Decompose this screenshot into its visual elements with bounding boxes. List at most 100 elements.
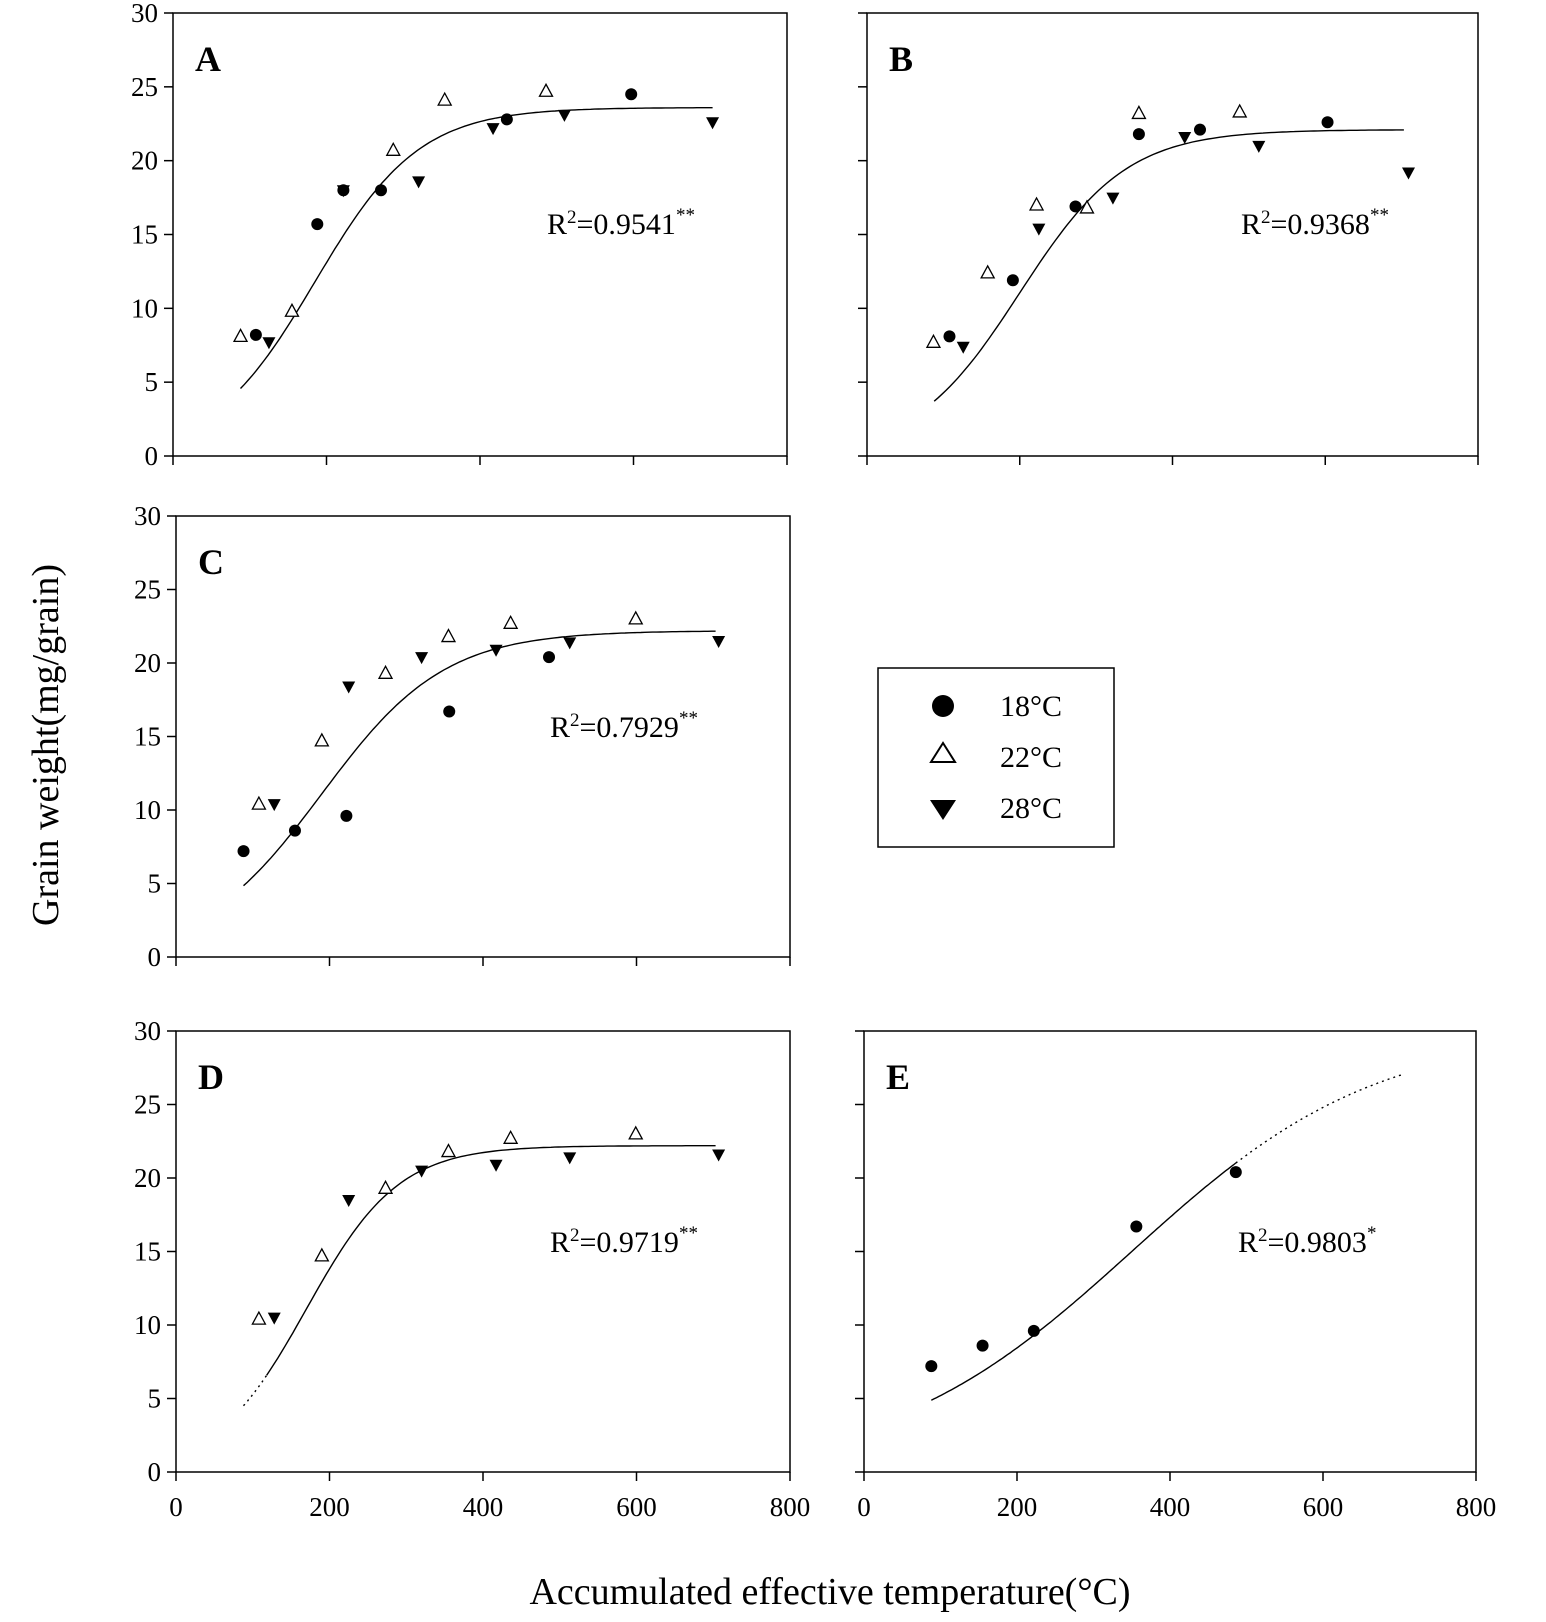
panel-d-letter: D: [198, 1057, 224, 1097]
panel-a-frame: [172, 12, 788, 457]
point-22-c: [314, 1247, 330, 1262]
point-22-c: [628, 1125, 644, 1140]
panel-b-frame: [866, 12, 1479, 457]
panel-d-r2: R2=0.9719**: [550, 1223, 698, 1259]
point-28-c: [342, 1195, 356, 1208]
point-28-c: [336, 185, 350, 198]
point-22-c: [440, 1143, 457, 1158]
point-28-c: [267, 799, 281, 812]
point-18-c: [237, 845, 250, 858]
y-tick-label: 5: [148, 869, 162, 899]
point-28-c: [267, 1312, 281, 1325]
point-18-c: [1132, 128, 1145, 141]
point-28-c: [486, 123, 500, 136]
legend-label-28c: 28°C: [1000, 792, 1062, 825]
point-28-c: [956, 341, 970, 354]
point-18-c: [1069, 200, 1082, 213]
panel-b: B R2=0.9368**: [858, 12, 1479, 465]
panel-c-frame: [175, 515, 791, 958]
y-tick-label: 20: [134, 648, 161, 678]
panel-d-fit-extrapolation: [243, 1375, 268, 1407]
panel-d: 0 5 10 15 20 25 30 0 200 400 600 800 D R2=0.9719**: [134, 1016, 810, 1522]
x-axis-title: Accumulated effective temperature(°C): [529, 1571, 1130, 1613]
point-22-c: [377, 664, 394, 679]
y-tick-label: 15: [134, 722, 161, 752]
point-18-c: [1130, 1220, 1143, 1233]
y-axis-title: Grain weight(mg/grain): [25, 564, 67, 926]
panel-b-fit-curve: [933, 129, 1404, 402]
legend-marker-circle-filled: [932, 695, 954, 717]
panel-e-r2: R2=0.9803*: [1238, 1223, 1376, 1259]
x-tick-label: 600: [1303, 1492, 1344, 1522]
point-18-c: [1193, 123, 1206, 136]
y-tick-label: 20: [134, 1163, 161, 1193]
x-tick-label: 0: [857, 1492, 871, 1522]
point-22-c: [503, 614, 519, 629]
point-28-c: [489, 644, 503, 657]
panel-c-letter: C: [198, 542, 224, 582]
x-tick-label: 400: [463, 1492, 504, 1522]
point-18-c: [625, 88, 638, 101]
y-tick-label: 5: [145, 367, 159, 397]
point-28-c: [563, 1152, 577, 1165]
point-28-c: [415, 1165, 429, 1178]
legend-marker-triangle-up-open: [929, 741, 957, 763]
point-28-c: [706, 117, 720, 130]
point-28-c: [415, 652, 429, 665]
panel-c: 0 5 10 15 20 25 30 C R2=0.7929**: [134, 501, 791, 972]
panel-b-letter: B: [889, 39, 913, 79]
point-22-c: [437, 91, 453, 106]
x-tick-label: 0: [169, 1492, 183, 1522]
y-tick-label: 0: [145, 441, 159, 471]
y-tick-label: 25: [134, 575, 161, 605]
point-18-c: [1006, 274, 1019, 287]
x-tick-label: 600: [616, 1492, 657, 1522]
point-18-c: [249, 328, 262, 341]
panel-a-fit-curve: [239, 107, 713, 389]
point-28-c: [1032, 223, 1046, 236]
legend-marker-triangle-down-filled: [930, 800, 956, 820]
panel-e: 0 200 400 600 800 E R2=0.9803*: [855, 1030, 1497, 1522]
panel-e-fit-extrapolation: [1235, 1073, 1404, 1164]
y-tick-label: 20: [131, 146, 158, 176]
panel-a-letter: A: [195, 39, 221, 79]
y-tick-label: 0: [148, 942, 162, 972]
x-tick-label: 800: [1456, 1492, 1497, 1522]
point-18-c: [374, 184, 387, 197]
point-22-c: [251, 795, 267, 810]
y-tick-label: 25: [131, 72, 158, 102]
point-18-c: [311, 218, 324, 231]
x-tick-label: 200: [997, 1492, 1038, 1522]
point-28-c: [712, 635, 726, 648]
point-28-c: [1106, 192, 1120, 205]
point-22-c: [925, 333, 942, 348]
point-22-c: [232, 328, 249, 343]
point-18-c: [943, 330, 956, 343]
point-28-c: [412, 176, 426, 189]
y-tick-label: 30: [134, 1016, 161, 1046]
point-22-c: [503, 1129, 519, 1144]
panel-e-frame: [863, 1030, 1477, 1473]
point-28-c: [262, 337, 276, 350]
panel-d-fit-curve: [266, 1145, 716, 1376]
point-18-c: [500, 113, 513, 126]
point-28-c: [489, 1159, 503, 1172]
point-22-c: [377, 1179, 394, 1194]
point-18-c: [925, 1360, 938, 1373]
y-tick-label: 10: [134, 1310, 161, 1340]
point-18-c: [340, 809, 353, 822]
point-22-c: [628, 610, 644, 625]
point-18-c: [1027, 1324, 1040, 1337]
x-tick-label: 400: [1150, 1492, 1191, 1522]
point-28-c: [342, 681, 356, 694]
point-22-c: [1028, 196, 1045, 211]
point-28-c: [1252, 140, 1266, 153]
point-28-c: [563, 637, 577, 650]
panel-e-fit-curve: [930, 1162, 1237, 1401]
y-tick-label: 30: [134, 501, 161, 531]
point-28-c: [1401, 167, 1415, 180]
point-18-c: [543, 651, 556, 664]
point-22-c: [314, 732, 330, 747]
point-22-c: [284, 302, 300, 317]
panel-e-letter: E: [886, 1057, 910, 1097]
